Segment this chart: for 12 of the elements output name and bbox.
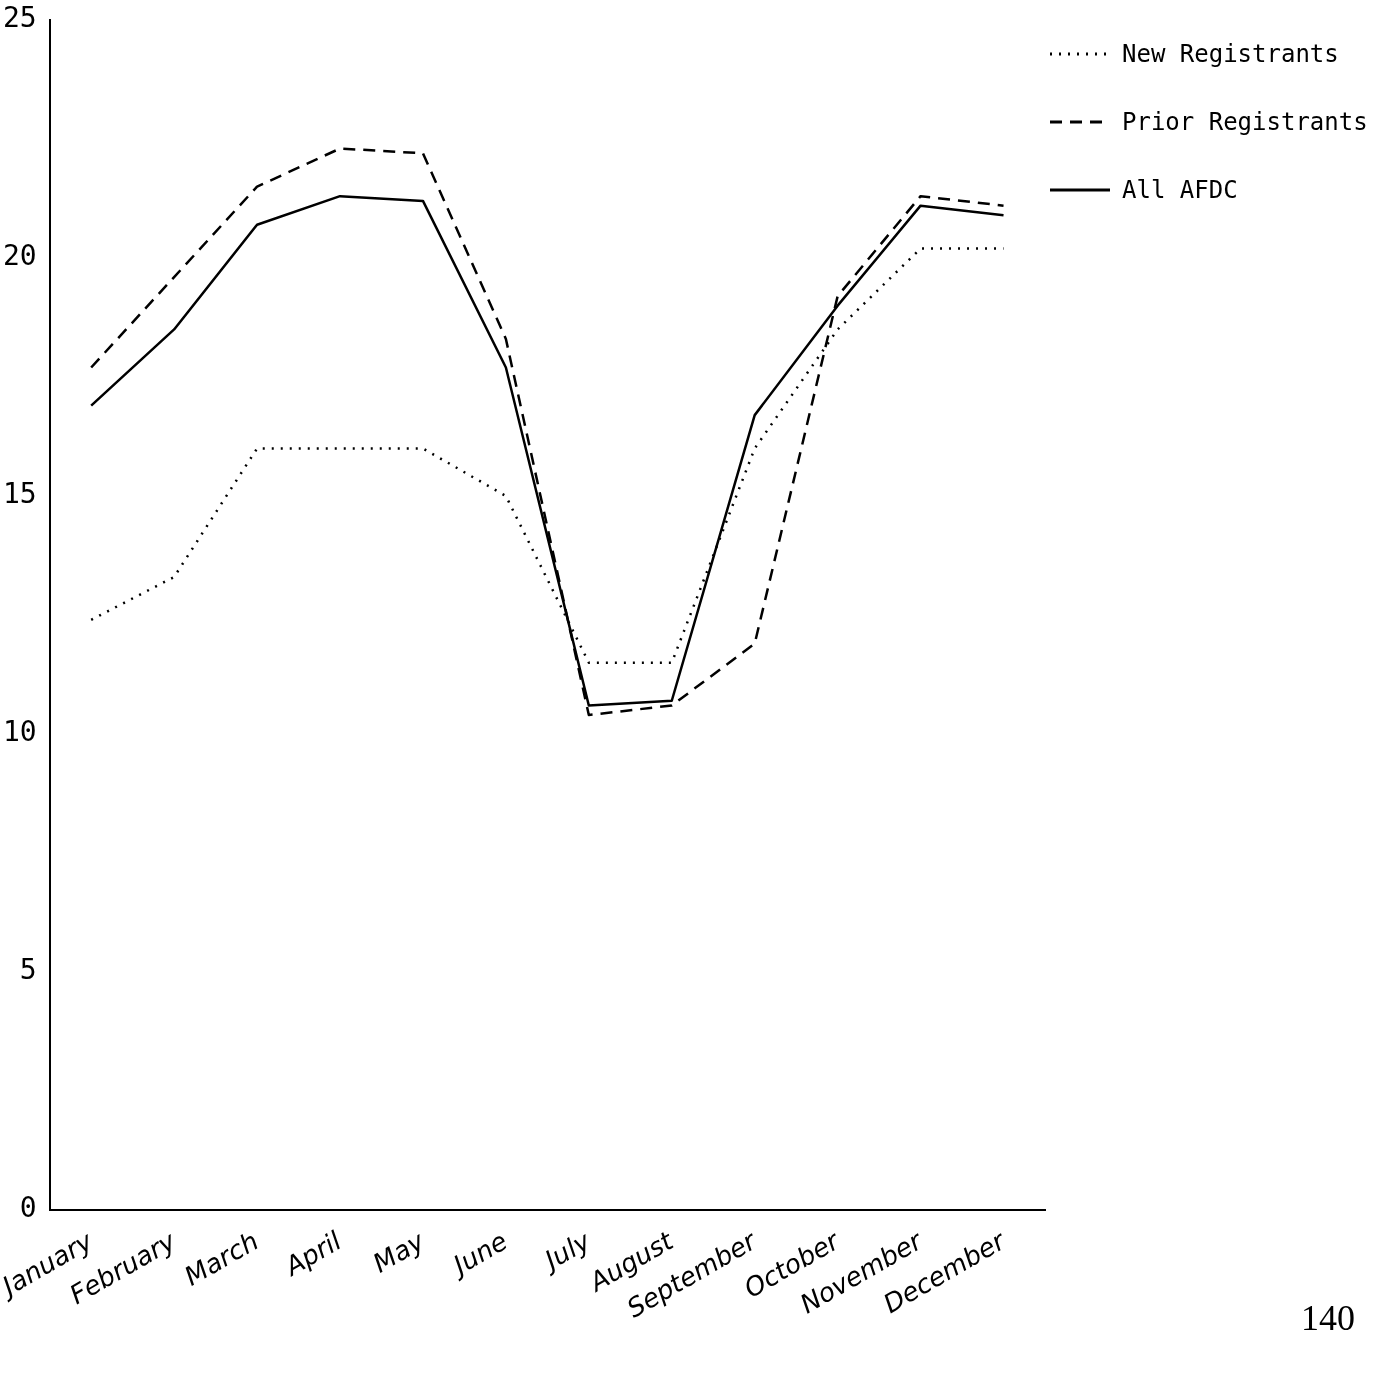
y-tick-label: 10 (3, 715, 37, 749)
legend-label: All AFDC (1122, 176, 1238, 204)
y-tick-label: 0 (19, 1191, 37, 1225)
y-tick-label: 15 (3, 477, 37, 511)
legend-label: Prior Registrants (1122, 108, 1368, 136)
text: 140 (1301, 1297, 1355, 1339)
x-tick-label: May (367, 1225, 430, 1279)
y-tick-label: 25 (3, 1, 37, 35)
x-tick-label: July (535, 1225, 596, 1278)
legend-label: New Registrants (1122, 40, 1339, 68)
y-tick-label: 5 (19, 953, 37, 987)
y-tick-label: 20 (3, 239, 37, 273)
